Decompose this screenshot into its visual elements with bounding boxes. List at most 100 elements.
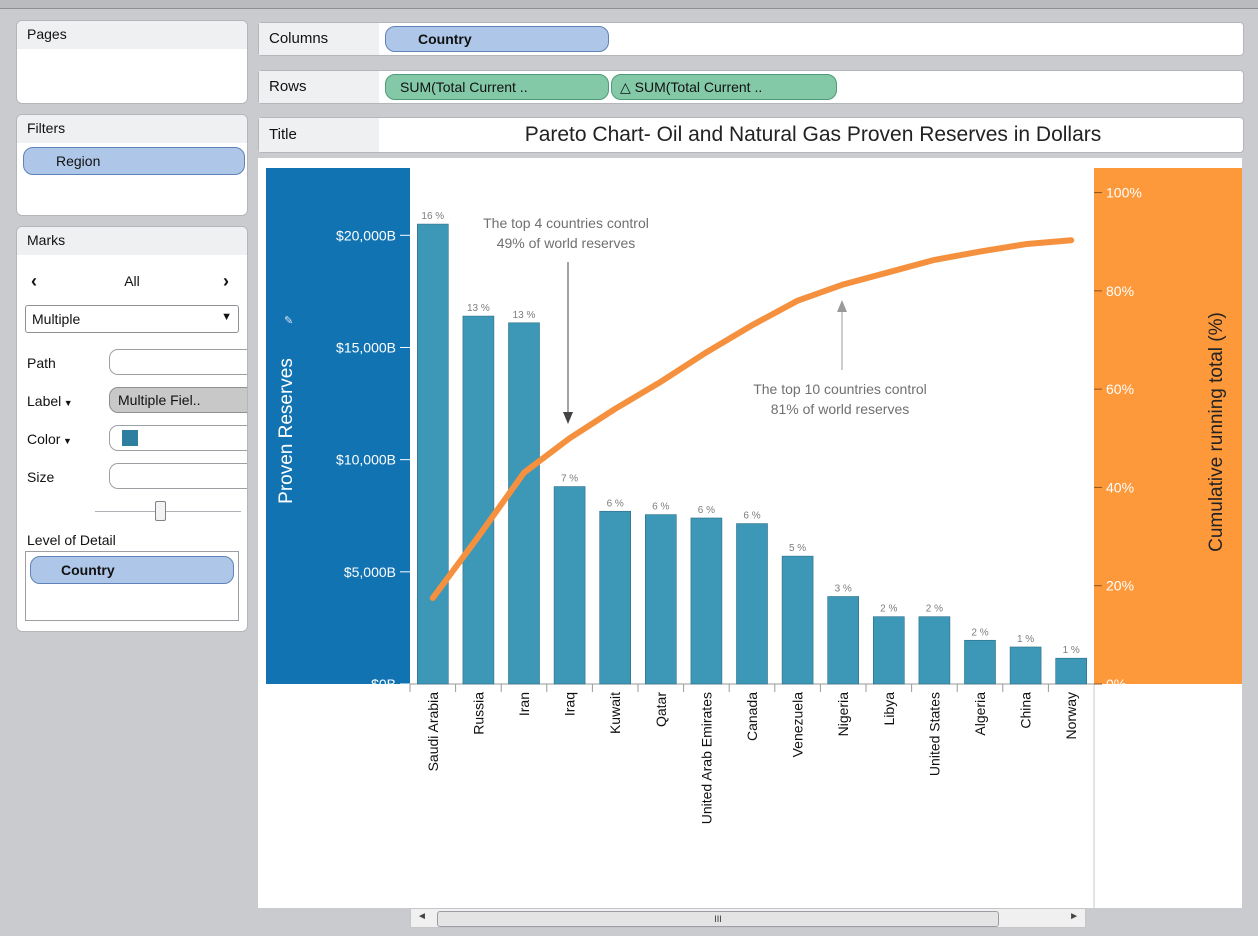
x-category-label: Algeria xyxy=(972,692,988,736)
delta-icon: △ xyxy=(620,79,635,95)
marks-current-layer: All xyxy=(124,273,140,289)
filter-pill-label: Region xyxy=(56,153,101,169)
bar xyxy=(553,486,586,685)
y-tick-label: $0B xyxy=(371,676,396,692)
color-button[interactable] xyxy=(109,425,247,451)
size-slider-track xyxy=(95,511,241,512)
chart-title: Pareto Chart- Oil and Natural Gas Proven… xyxy=(524,123,1102,146)
label-pill-text: Multiple Fiel.. xyxy=(118,392,201,408)
x-category-label: Saudi Arabia xyxy=(425,692,441,772)
bar-pct-label: 13 % xyxy=(513,310,536,321)
bar xyxy=(964,639,996,685)
label-pill[interactable]: Multiple Fiel.. xyxy=(109,387,247,413)
x-category-label: Russia xyxy=(470,692,486,735)
marks-card: Marks ‹ All › Multiple ▼ Path Label ▼ Mu… xyxy=(16,226,248,632)
bar-pct-label: 2 % xyxy=(880,604,897,615)
y2-tick-label: 60% xyxy=(1106,381,1134,397)
size-slider-handle[interactable] xyxy=(155,501,166,521)
x-category-label: United Arab Emirates xyxy=(698,692,714,824)
y2-tick-label: 0% xyxy=(1106,676,1126,692)
columns-shelf-label: Columns xyxy=(259,23,379,55)
color-shelf-text: Color xyxy=(27,431,61,447)
bar-pct-label: 16 % xyxy=(421,211,444,222)
bar-pct-label: 6 % xyxy=(743,511,760,522)
pin-icon: ✎ xyxy=(284,315,293,327)
right-axis-panel xyxy=(1094,168,1242,684)
marks-prev-button[interactable]: ‹ xyxy=(31,271,37,291)
rows-pill-running-total[interactable]: △ SUM(Total Current .. xyxy=(611,74,837,100)
bar xyxy=(872,616,905,685)
bar-pct-label: 6 % xyxy=(607,498,624,509)
lod-pill-label: Country xyxy=(61,562,115,578)
path-label: Path xyxy=(27,355,56,371)
y2-tick-label: 100% xyxy=(1106,185,1142,201)
title-shelf-label: Title xyxy=(259,118,379,152)
x-category-label: United States xyxy=(926,692,942,776)
horizontal-scrollbar[interactable]: ◄ III ► xyxy=(410,908,1086,928)
y2-axis-title: Cumulative running total (%) xyxy=(1206,312,1227,552)
x-category-label: Iraq xyxy=(562,692,578,716)
x-category-label: Norway xyxy=(1063,692,1079,739)
annotation-2-arrowhead xyxy=(837,300,847,312)
bar-pct-label: 2 % xyxy=(971,627,988,638)
cumulative-line xyxy=(429,237,1075,601)
x-category-label: Venezuela xyxy=(790,692,806,758)
rows-pill-reserves[interactable]: SUM(Total Current .. xyxy=(385,74,609,100)
lod-pill-country[interactable]: Country xyxy=(30,556,234,584)
marks-card-title: Marks xyxy=(17,227,247,255)
rows-shelf: Rows SUM(Total Current .. △ SUM(Total Cu… xyxy=(258,70,1244,104)
x-category-label: Kuwait xyxy=(607,692,623,734)
scrollbar-thumb[interactable]: III xyxy=(437,911,999,927)
level-of-detail-shelf: Country xyxy=(25,551,239,621)
caret-down-icon: ▼ xyxy=(60,436,72,446)
bar xyxy=(417,223,449,685)
left-axis-panel xyxy=(266,168,410,684)
thumb-grip: III xyxy=(714,914,722,924)
filter-pill-region[interactable]: Region xyxy=(23,147,245,175)
bar xyxy=(736,523,768,685)
pages-card: Pages xyxy=(16,20,248,104)
color-swatch-icon xyxy=(122,430,138,446)
x-category-label: Canada xyxy=(744,692,760,741)
path-button[interactable] xyxy=(109,349,247,375)
y2-tick-label: 80% xyxy=(1106,283,1134,299)
bar-pct-label: 7 % xyxy=(561,474,578,485)
size-button[interactable] xyxy=(109,463,247,489)
annotation-1-line-1: The top 4 countries control xyxy=(483,215,649,231)
bar xyxy=(508,322,540,685)
pages-card-title: Pages xyxy=(17,21,247,49)
annotation-1-line-2: 49% of world reserves xyxy=(497,235,636,251)
filters-card-title: Filters xyxy=(17,115,247,143)
y-tick-label: $20,000B xyxy=(336,227,396,243)
bar-pct-label: 13 % xyxy=(467,303,490,314)
bar xyxy=(462,315,495,685)
x-category-label: Libya xyxy=(881,692,897,726)
scroll-left-arrow-icon[interactable]: ◄ xyxy=(417,911,427,922)
y2-tick-label: 20% xyxy=(1106,578,1134,594)
y-tick-label: $10,000B xyxy=(336,452,396,468)
rows-pill-label-2: SUM(Total Current .. xyxy=(634,79,763,95)
y-tick-label: $15,000B xyxy=(336,339,396,355)
bar xyxy=(644,514,677,685)
rows-pill-label: SUM(Total Current .. xyxy=(400,79,528,95)
bar-pct-label: 6 % xyxy=(652,502,669,513)
mark-type-dropdown[interactable]: Multiple ▼ xyxy=(25,305,239,333)
bar xyxy=(781,555,814,685)
caret-down-icon: ▼ xyxy=(61,398,73,408)
y-axis-title: Proven Reserves xyxy=(276,358,297,504)
label-shelf[interactable]: Label ▼ xyxy=(27,393,73,409)
bar-pct-label: 6 % xyxy=(698,505,715,516)
label-shelf-text: Label xyxy=(27,393,62,409)
color-shelf[interactable]: Color ▼ xyxy=(27,431,72,447)
bar xyxy=(1055,657,1088,685)
scroll-right-arrow-icon[interactable]: ► xyxy=(1069,911,1079,922)
columns-pill-country[interactable]: Country xyxy=(385,26,609,52)
x-category-label: China xyxy=(1018,692,1034,729)
rows-shelf-label: Rows xyxy=(259,71,379,103)
x-category-label: Qatar xyxy=(653,692,669,727)
marks-next-button[interactable]: › xyxy=(223,271,229,291)
bar xyxy=(918,616,951,685)
bar xyxy=(690,517,723,685)
window-top-border xyxy=(0,0,1258,9)
bar xyxy=(1009,646,1042,685)
